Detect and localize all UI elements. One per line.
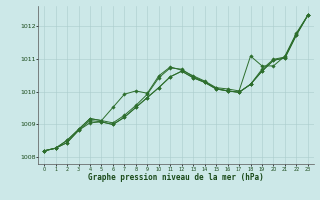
X-axis label: Graphe pression niveau de la mer (hPa): Graphe pression niveau de la mer (hPa) <box>88 173 264 182</box>
